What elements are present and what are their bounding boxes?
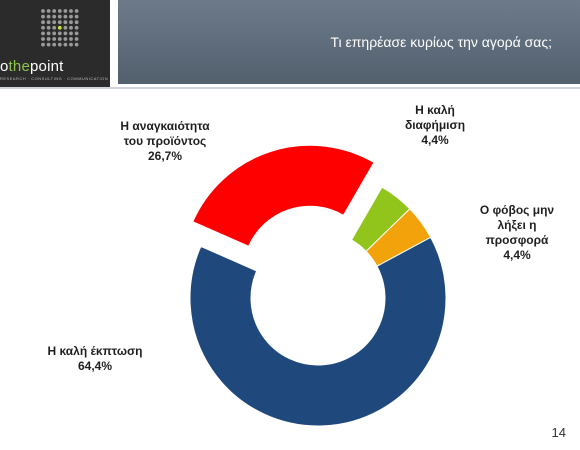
logo-dot [46, 31, 51, 36]
slice-label-line: διαφήμιση [404, 118, 466, 132]
slice-label-fear-offer-ends: Ο φόβος μην λήξει η προσφορά 4,4% [462, 203, 572, 263]
logo-dot [69, 25, 73, 30]
header-band: Τι επηρέασε κυρίως την αγορά σας; [118, 0, 580, 84]
logo-dot [57, 42, 62, 47]
logo-wordmark: othepoint [0, 58, 64, 75]
logo-dot [74, 20, 79, 25]
logo-dot [41, 14, 45, 19]
logo-dot [63, 20, 68, 25]
logo-dot [52, 20, 57, 25]
slice-label-line: λήξει η [497, 218, 537, 232]
page-number: 14 [551, 425, 566, 440]
logo-dot [57, 37, 62, 41]
slice-value: 64,4% [77, 359, 113, 373]
logo-dot [69, 31, 73, 36]
logo-dot [52, 42, 57, 47]
logo-dot [46, 25, 51, 30]
logo-dot [63, 9, 68, 13]
logo-dot [74, 31, 79, 36]
slice-label-line: του προϊόντος [123, 134, 207, 148]
logo-dot [52, 25, 57, 30]
slice-label-line: Η αναγκαιότητα [120, 119, 210, 133]
logo-dot [63, 37, 68, 41]
logo-dot [41, 37, 45, 41]
logo-dot [52, 31, 57, 36]
slice-label-good-discount: Η καλή έκπτωση 64,4% [30, 344, 160, 374]
slice-good-discount [189, 236, 447, 427]
slice-label-good-advertising: Η καλή διαφήμιση 4,4% [385, 103, 485, 148]
logo-dot [41, 31, 45, 36]
logo-dot [46, 14, 51, 19]
header-divider [0, 87, 580, 89]
logo-dot [41, 25, 45, 30]
logo-dot [63, 14, 68, 19]
logo-dot [74, 14, 79, 19]
logo-dot [52, 9, 57, 13]
logo-dot [63, 25, 68, 30]
logo-dot [46, 9, 51, 13]
logo-dot [52, 37, 57, 41]
logo-dot [74, 42, 79, 47]
logo-dot [69, 42, 73, 47]
slice-value: 26,7% [147, 149, 183, 163]
logo-dot [46, 42, 51, 47]
logo-dot [74, 25, 79, 30]
logo-dot [41, 42, 45, 47]
slice-value: 4,4% [503, 248, 531, 262]
logo-dot [41, 20, 45, 25]
slice-label-product-necessity: Η αναγκαιότητα του προϊόντος 26,7% [100, 119, 230, 164]
logo-dot [69, 14, 73, 19]
logo-dot [74, 9, 79, 13]
slice-product-necessity [192, 144, 375, 247]
logo-dot [46, 20, 51, 25]
logo-dot-highlight [57, 25, 62, 30]
logo-tagline: RESEARCH · CONSULTING · COMMUNICATION [0, 76, 109, 81]
logo-dot [57, 14, 62, 19]
slice-label-line: Η καλή έκπτωση [47, 344, 143, 358]
logo-dot [74, 37, 79, 41]
logo-dot [57, 20, 62, 25]
logo-dot [46, 37, 51, 41]
slice-label-line: Η καλή [415, 103, 455, 117]
slice-label-line: Ο φόβος μην [479, 203, 555, 217]
page-title: Τι επηρέασε κυρίως την αγορά σας; [330, 34, 553, 50]
logo-dot [63, 31, 68, 36]
logo-dot [52, 14, 57, 19]
logo-dot [63, 42, 68, 47]
logo: othepoint RESEARCH · CONSULTING · COMMUN… [0, 0, 110, 87]
dot-grid-logo-icon [41, 9, 79, 47]
logo-dot [69, 37, 73, 41]
logo-dot [57, 9, 62, 13]
slice-label-line: προσφορά [485, 233, 549, 247]
slice-value: 4,4% [421, 133, 449, 147]
logo-dot [41, 9, 45, 13]
logo-dot [69, 9, 73, 13]
logo-dot [57, 31, 62, 36]
logo-dot [69, 20, 73, 25]
